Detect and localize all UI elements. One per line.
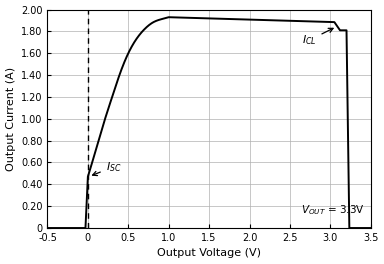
Text: $V_{OUT}$ = 3.3V: $V_{OUT}$ = 3.3V bbox=[301, 203, 364, 217]
Y-axis label: Output Current (A): Output Current (A) bbox=[5, 67, 16, 171]
Text: $I_{SC}$: $I_{SC}$ bbox=[93, 160, 121, 176]
Text: $I_{CL}$: $I_{CL}$ bbox=[302, 28, 333, 47]
X-axis label: Output Voltage (V): Output Voltage (V) bbox=[157, 248, 261, 258]
